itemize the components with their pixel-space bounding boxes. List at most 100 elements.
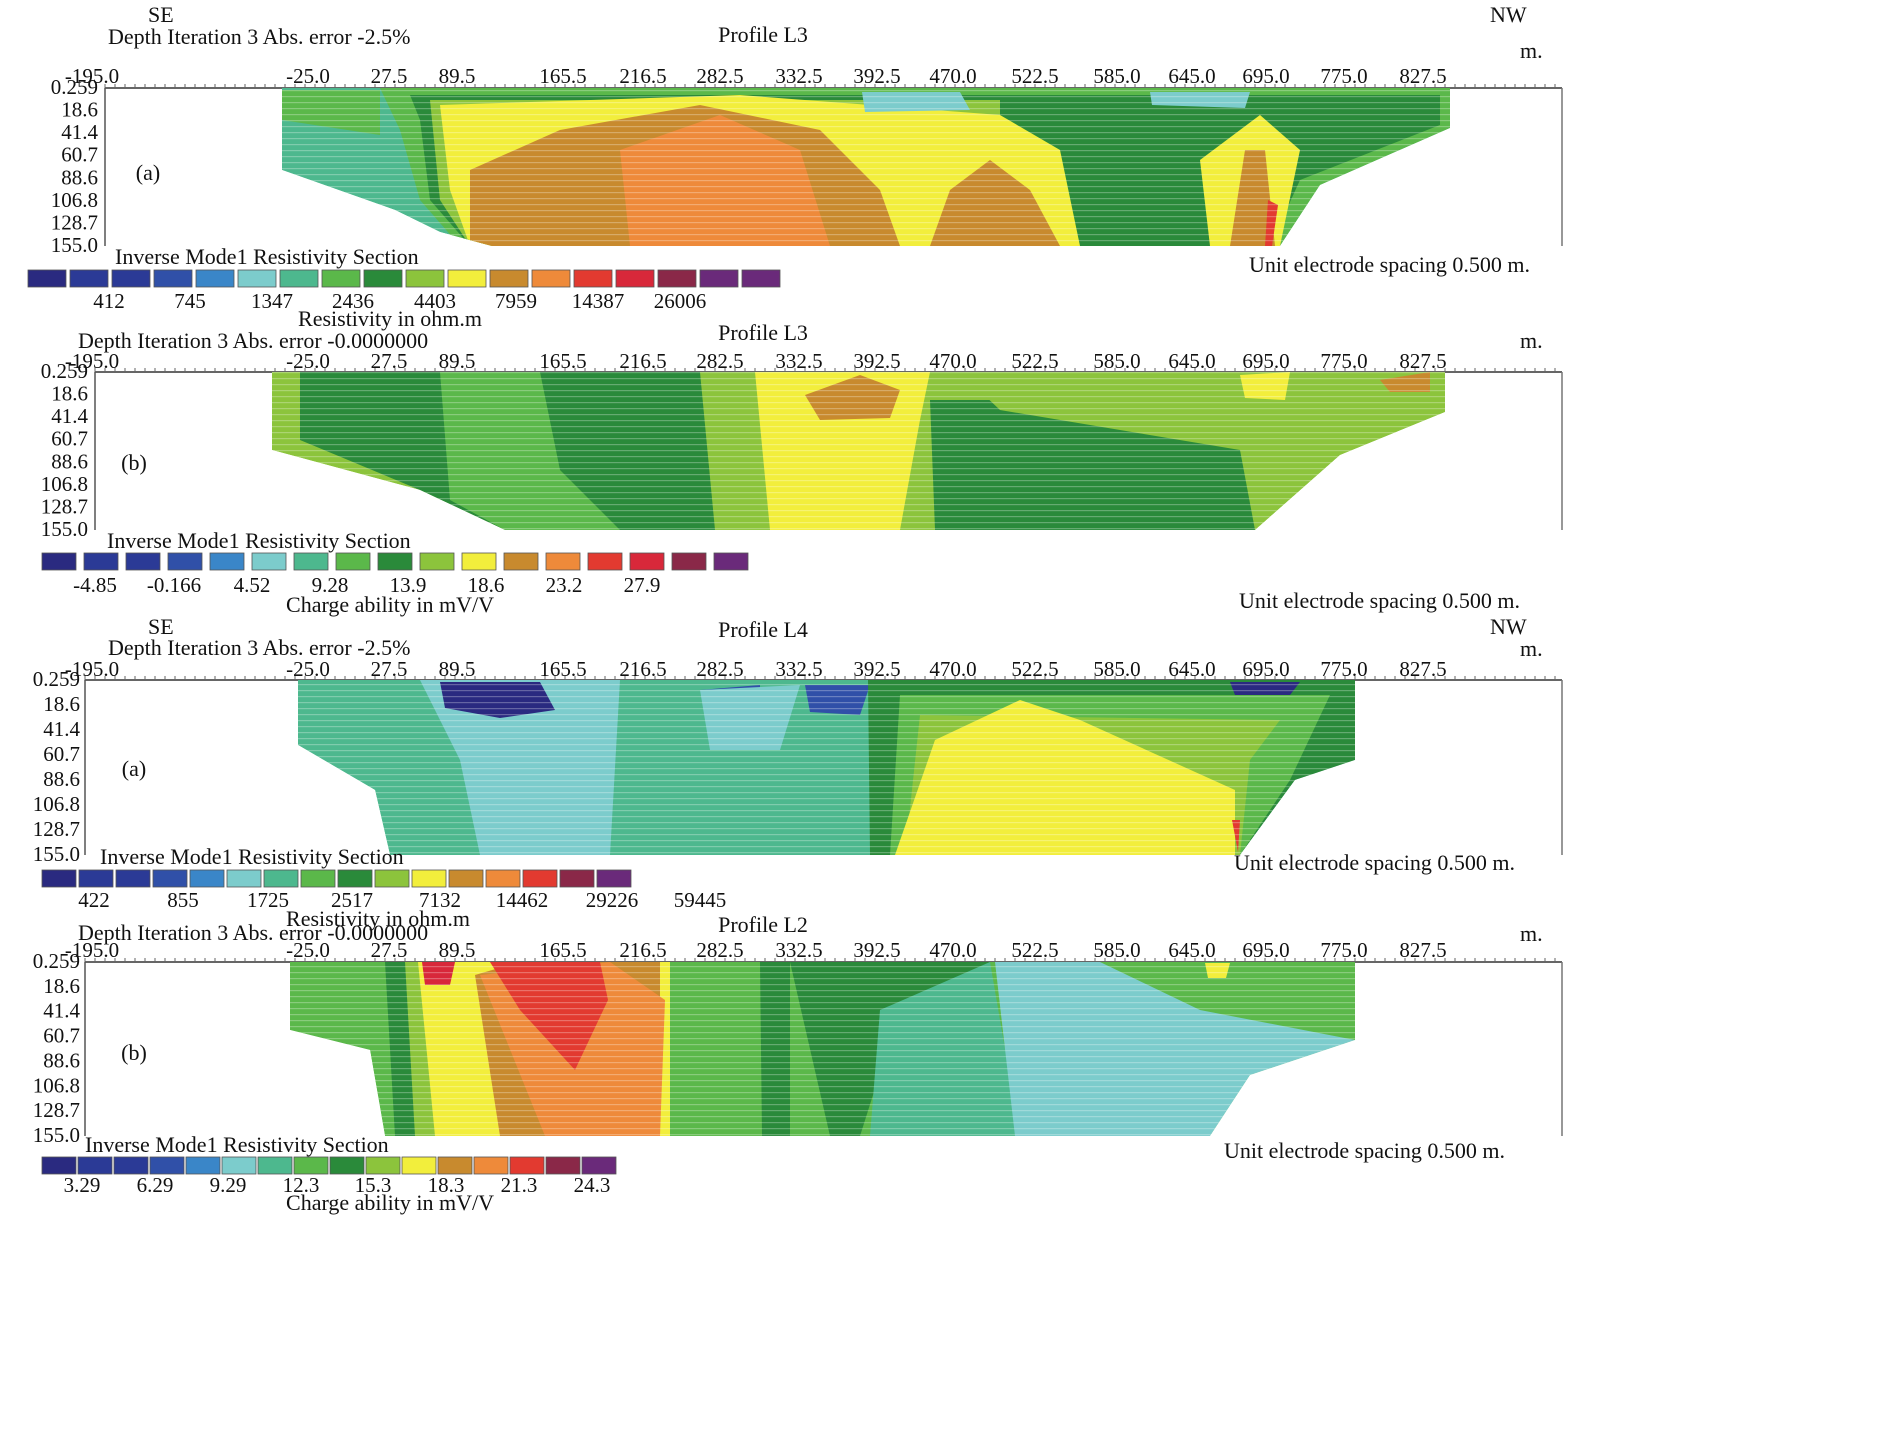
x-tick-label: 282.5 xyxy=(696,64,743,88)
x-tick-label: -195.0 xyxy=(65,64,119,88)
x-tick-label: 332.5 xyxy=(775,938,822,962)
color-scale-swatch xyxy=(77,1156,113,1175)
x-tick-label: 695.0 xyxy=(1242,64,1289,88)
color-scale-swatch xyxy=(337,869,373,888)
color-scale-value: 1725 xyxy=(247,888,289,912)
color-scale-swatch xyxy=(113,1156,149,1175)
depth-tick-label: 155.0 xyxy=(51,233,98,257)
color-scale-swatch xyxy=(363,269,403,288)
depth-tick-label: 128.7 xyxy=(51,210,98,234)
color-scale-value: -4.85 xyxy=(73,573,117,597)
depth-tick-label: 18.6 xyxy=(51,382,88,406)
contour-texture xyxy=(298,680,1355,855)
color-scale-swatch xyxy=(125,552,161,571)
color-scale-swatch xyxy=(195,269,235,288)
x-tick-label: -195.0 xyxy=(65,938,119,962)
color-scale-swatch xyxy=(509,1156,545,1175)
x-tick-label: 775.0 xyxy=(1320,938,1367,962)
color-scale-value: 14387 xyxy=(572,289,625,313)
color-scale-swatch xyxy=(115,869,151,888)
color-scale-swatch xyxy=(531,269,571,288)
x-tick-label: 282.5 xyxy=(696,657,743,681)
color-scale-swatch xyxy=(581,1156,617,1175)
unit-m-label: m. xyxy=(1520,38,1543,63)
color-scale-value: 13.9 xyxy=(390,573,427,597)
depth-tick-label: 155.0 xyxy=(41,517,88,541)
x-tick-label: 470.0 xyxy=(929,938,976,962)
color-scale-swatch xyxy=(411,869,447,888)
electrode-spacing-note: Unit electrode spacing 0.500 m. xyxy=(1224,1138,1505,1163)
depth-tick-label: 18.6 xyxy=(43,692,80,716)
depth-tick-label: 0.259 xyxy=(33,667,80,691)
se-label: SE xyxy=(148,614,174,639)
contour-texture xyxy=(290,962,1355,1136)
x-tick-label: 470.0 xyxy=(929,64,976,88)
color-scale-value: 7132 xyxy=(419,888,461,912)
x-tick-label: 27.5 xyxy=(371,64,408,88)
depth-tick-label: 106.8 xyxy=(33,792,80,816)
color-scale-swatch xyxy=(209,552,245,571)
color-scale-swatch xyxy=(237,269,277,288)
color-scale-value: 18.3 xyxy=(428,1173,465,1197)
pseudosection-body xyxy=(290,962,1355,1136)
color-scale-value: 59445 xyxy=(674,888,727,912)
iteration-header: Depth Iteration 3 Abs. error -0.0000000 xyxy=(78,920,428,945)
color-scale-swatch xyxy=(419,552,455,571)
color-scale-swatch xyxy=(596,869,632,888)
profile-title: Profile L3 xyxy=(718,22,808,47)
pseudosection-body xyxy=(272,372,1445,530)
iteration-header: Depth Iteration 3 Abs. error -0.0000000 xyxy=(78,328,428,353)
x-tick-label: 645.0 xyxy=(1168,657,1215,681)
color-scale-title: Charge ability in mV/V xyxy=(286,592,494,617)
depth-tick-label: 41.4 xyxy=(43,999,80,1023)
color-scale-swatch xyxy=(741,269,781,288)
depth-tick-label: 18.6 xyxy=(61,98,98,122)
x-tick-label: -25.0 xyxy=(286,938,330,962)
profile-title: Profile L3 xyxy=(718,320,808,345)
color-scale-value: 23.2 xyxy=(546,573,583,597)
color-scale-swatch xyxy=(485,869,521,888)
color-scale-swatch xyxy=(699,269,739,288)
x-tick-label: 470.0 xyxy=(929,657,976,681)
x-tick-label: -25.0 xyxy=(286,64,330,88)
color-scale-value: 12.3 xyxy=(283,1173,320,1197)
x-tick-label: 165.5 xyxy=(539,349,586,373)
x-tick-label: 470.0 xyxy=(929,349,976,373)
x-tick-label: 27.5 xyxy=(371,657,408,681)
color-scale-swatch xyxy=(401,1156,437,1175)
color-scale-value: 2517 xyxy=(331,888,373,912)
x-tick-label: 827.5 xyxy=(1399,349,1446,373)
x-tick-label: 282.5 xyxy=(696,938,743,962)
color-scale-swatch xyxy=(503,552,539,571)
color-scale-swatch xyxy=(41,552,77,571)
color-scale-value: 1347 xyxy=(251,289,293,313)
depth-tick-label: 18.6 xyxy=(43,974,80,998)
color-scale-swatch xyxy=(365,1156,401,1175)
color-scale-value: 422 xyxy=(78,888,110,912)
x-tick-label: 695.0 xyxy=(1242,657,1289,681)
panel-p1: SE NW Depth Iteration 3 Abs. error -2.5% Pr… xyxy=(27,2,1563,331)
color-scale-swatch xyxy=(437,1156,473,1175)
panel-letter: (a) xyxy=(136,160,160,185)
color-scale-value: 855 xyxy=(167,888,199,912)
x-tick-label: 165.5 xyxy=(539,938,586,962)
color-scale-swatch xyxy=(447,269,487,288)
depth-tick-label: 155.0 xyxy=(33,842,80,866)
color-scale-value: 4.52 xyxy=(234,573,271,597)
depth-tick-label: 128.7 xyxy=(33,1098,80,1122)
color-scale-swatch xyxy=(300,869,336,888)
color-scale-swatch xyxy=(671,552,707,571)
color-scale-swatch xyxy=(293,1156,329,1175)
depth-tick-label: 60.7 xyxy=(43,1024,80,1048)
unit-m-label: m. xyxy=(1520,328,1543,353)
color-scale-swatch xyxy=(374,869,410,888)
color-scale-swatch xyxy=(405,269,445,288)
color-scale-swatch xyxy=(293,552,329,571)
color-scale-swatch xyxy=(27,269,67,288)
depth-tick-label: 155.0 xyxy=(33,1123,80,1147)
color-scale-value: 18.6 xyxy=(468,573,505,597)
x-tick-label: 585.0 xyxy=(1093,349,1140,373)
x-tick-label: 775.0 xyxy=(1320,657,1367,681)
iteration-header: Depth Iteration 3 Abs. error -2.5% xyxy=(108,635,410,660)
panel-p2: Depth Iteration 3 Abs. error -0.0000000 P… xyxy=(41,320,1563,617)
